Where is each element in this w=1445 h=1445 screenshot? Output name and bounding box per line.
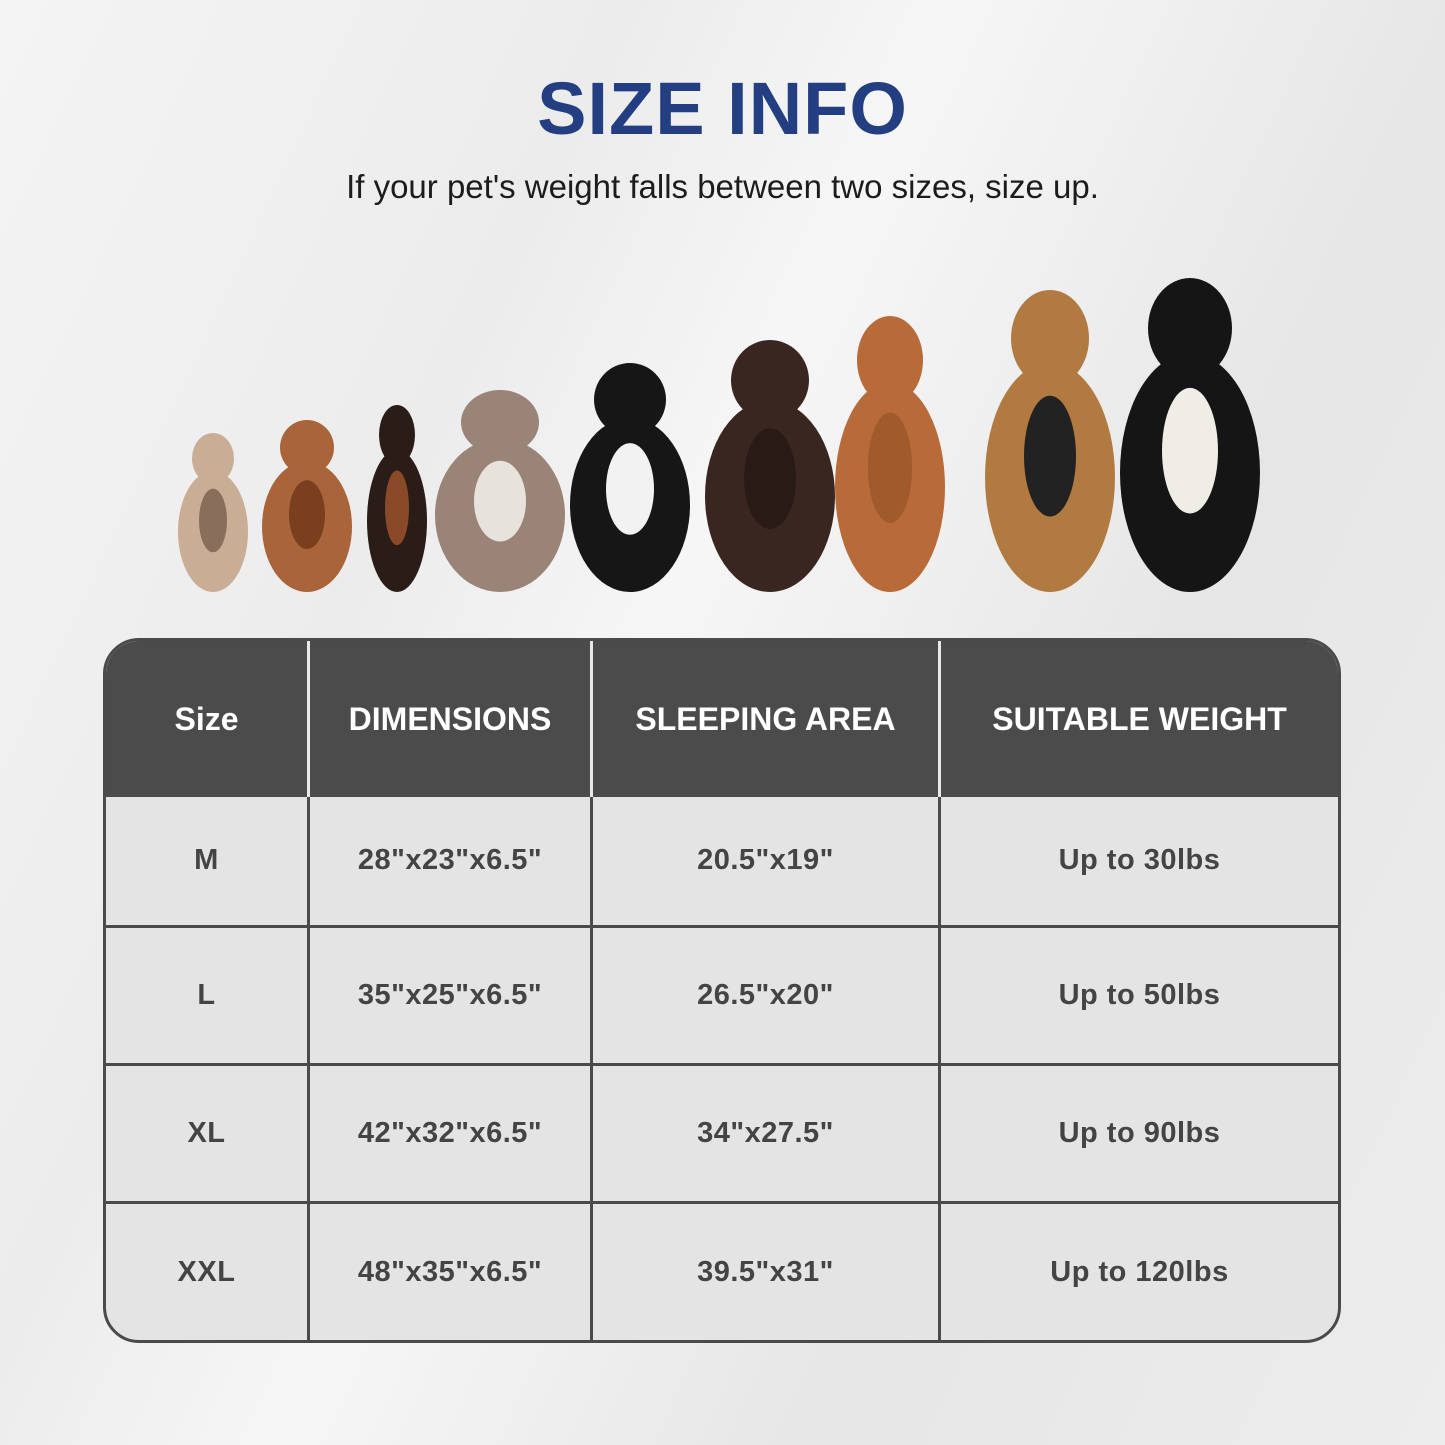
dog-5 <box>570 363 690 592</box>
table-row: M 28"x23"x6.5" 20.5"x19" Up to 30lbs <box>106 797 1338 925</box>
cell-sleeping-area: 26.5"x20" <box>590 924 938 1064</box>
table-row: XXL 48"x35"x6.5" 39.5"x31" Up to 120lbs <box>106 1201 1338 1340</box>
page-title: SIZE INFO <box>537 67 908 150</box>
dog-2 <box>262 420 352 592</box>
cell-size: M <box>194 844 219 877</box>
table-header-row: Size DIMENSIONS SLEEPING AREA SUITABLE W… <box>106 641 1338 797</box>
cell-dimensions: 48"x35"x6.5" <box>307 1201 590 1340</box>
header-sleeping-area: SLEEPING AREA <box>590 641 938 797</box>
dog-8 <box>985 290 1115 592</box>
header-dimensions: DIMENSIONS <box>307 641 590 797</box>
cell-dimensions: 28"x23"x6.5" <box>307 797 590 925</box>
dog-1 <box>178 433 248 592</box>
cell-suitable-weight: Up to 90lbs <box>938 1063 1338 1202</box>
cell-sleeping-area: 39.5"x31" <box>590 1201 938 1340</box>
cell-sleeping-area: 34"x27.5" <box>590 1063 938 1202</box>
cell-size: XL <box>106 1063 307 1201</box>
cell-suitable-weight: Up to 30lbs <box>938 797 1338 925</box>
header-suitable-weight: SUITABLE WEIGHT <box>938 641 1338 797</box>
header-size: Size <box>106 641 307 797</box>
cell-dimensions: 42"x32"x6.5" <box>307 1063 590 1202</box>
dog-6 <box>705 340 835 592</box>
dogs-lineup-image <box>178 278 1260 592</box>
cell-dimensions: 35"x25"x6.5" <box>307 924 590 1064</box>
cell-size: XXL <box>106 1201 307 1340</box>
size-table: Size DIMENSIONS SLEEPING AREA SUITABLE W… <box>103 638 1341 1343</box>
table-row: L 35"x25"x6.5" 26.5"x20" Up to 50lbs <box>106 924 1338 1064</box>
dog-3 <box>367 405 427 592</box>
table-row: XL 42"x32"x6.5" 34"x27.5" Up to 90lbs <box>106 1063 1338 1202</box>
subtitle: If your pet's weight falls between two s… <box>346 168 1099 205</box>
dog-4 <box>435 390 565 592</box>
cell-suitable-weight: Up to 50lbs <box>938 924 1338 1064</box>
dog-7 <box>835 316 945 592</box>
dog-9 <box>1120 278 1260 592</box>
cell-size: L <box>106 924 307 1063</box>
cell-suitable-weight: Up to 120lbs <box>938 1201 1338 1340</box>
cell-sleeping-area: 20.5"x19" <box>590 797 938 925</box>
